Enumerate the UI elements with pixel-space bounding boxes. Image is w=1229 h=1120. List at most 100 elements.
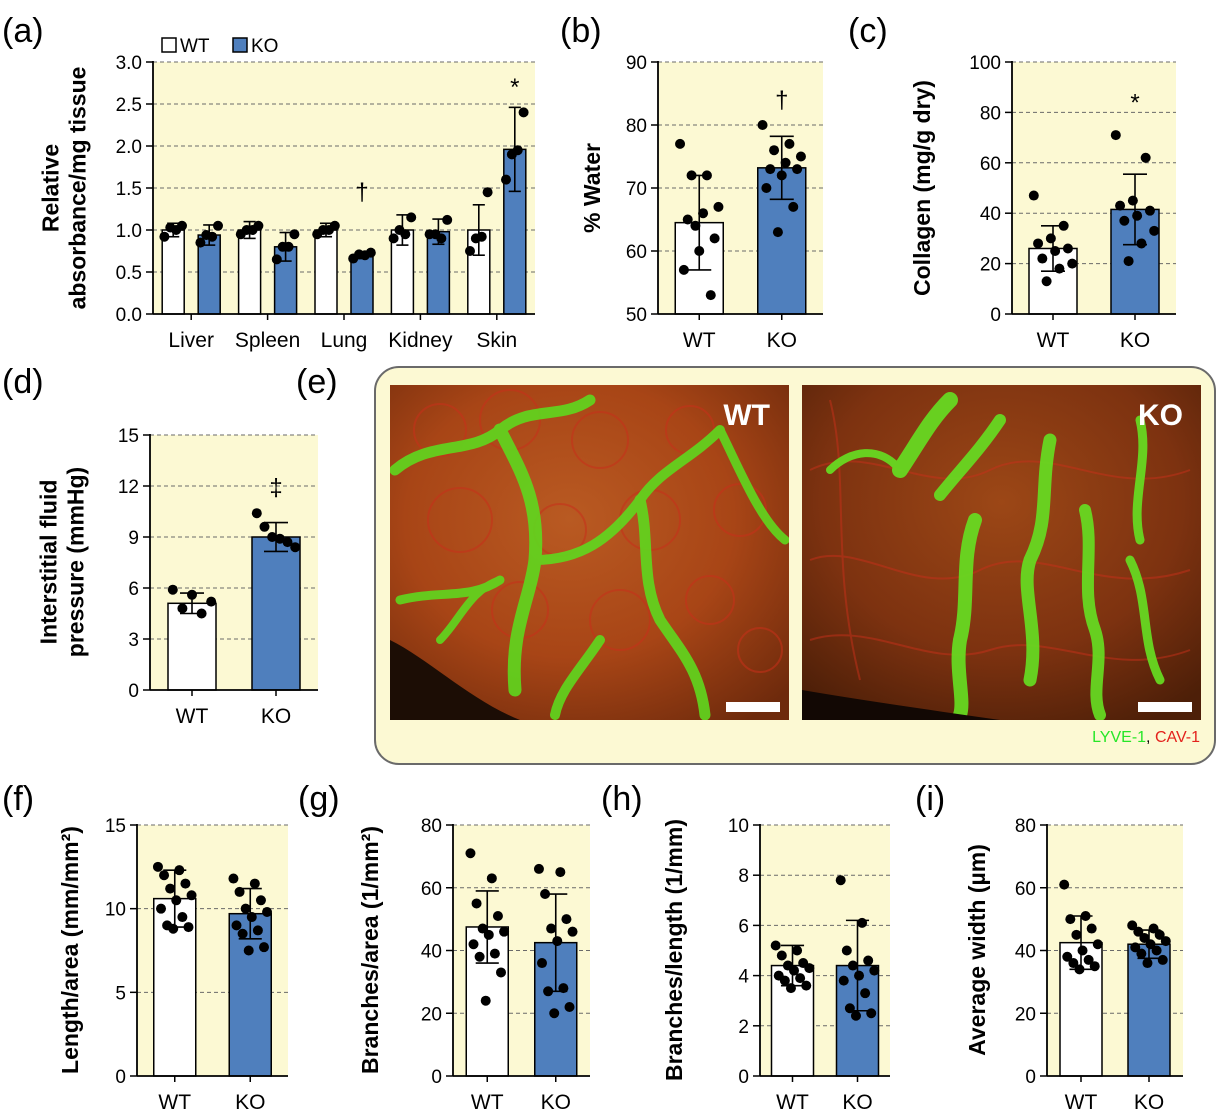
- data-point: [1037, 253, 1048, 264]
- panel-f: (f) 0 5 10 15 Length/area (mm/mm²) WT KO: [2, 780, 288, 1114]
- y-tick-label: 70: [626, 179, 647, 200]
- panel-label-b: (b): [560, 12, 602, 50]
- data-point: [1050, 246, 1061, 256]
- y-tick-label: 2: [738, 1017, 749, 1038]
- significance-marker: *: [510, 74, 519, 101]
- x-tick-label: Spleen: [235, 329, 300, 352]
- y-tick-label: 0.5: [116, 263, 142, 284]
- micrograph-ko-label: KO: [1138, 399, 1183, 432]
- y-axis-label: pressure (mmHg): [63, 467, 89, 657]
- x-tick-label: KO: [235, 1091, 265, 1114]
- data-point: [835, 875, 846, 886]
- x-tick-label: KO: [767, 329, 797, 352]
- data-point: [282, 537, 293, 548]
- data-point: [196, 608, 207, 619]
- data-point: [177, 912, 188, 923]
- data-point: [251, 508, 262, 519]
- data-point: [168, 923, 179, 934]
- y-tick-label: 6: [738, 916, 749, 937]
- data-point: [1110, 130, 1121, 141]
- significance-marker: †: [355, 179, 368, 206]
- legend-swatch-ko: [232, 37, 248, 53]
- data-point: [201, 230, 212, 241]
- data-point: [1154, 929, 1165, 940]
- chart-length-area: 0 5 10 15 Length/area (mm/mm²) WT KO: [57, 816, 288, 1114]
- y-tick-label: 15: [118, 426, 139, 447]
- data-point: [540, 889, 551, 900]
- data-point: [486, 873, 497, 884]
- data-point: [495, 967, 506, 978]
- data-point: [769, 145, 780, 156]
- data-point: [1127, 195, 1138, 206]
- bar: [237, 229, 262, 315]
- data-point: [869, 965, 880, 976]
- legend-swatch-wt: [161, 37, 177, 53]
- y-axis-label: absorbance/mg tissue: [65, 67, 91, 310]
- y-tick-label: 9: [128, 528, 139, 549]
- data-point: [844, 1003, 855, 1014]
- legend: WT KO: [161, 36, 278, 57]
- y-tick-label: 0: [1025, 1067, 1036, 1088]
- data-point: [841, 945, 852, 956]
- data-point: [1115, 200, 1126, 211]
- panel-label-e: (e): [296, 363, 338, 401]
- significance-marker: ‡: [269, 475, 282, 502]
- y-axis-label: Collagen (mg/g dry): [909, 80, 935, 296]
- data-point: [690, 220, 701, 231]
- y-tick-label: 3.0: [116, 53, 142, 74]
- data-point: [801, 980, 812, 991]
- data-point: [206, 596, 217, 607]
- stain-separator: ,: [1146, 729, 1155, 746]
- data-point: [694, 246, 705, 256]
- data-point: [243, 945, 254, 956]
- data-point: [213, 220, 223, 231]
- data-point: [1133, 926, 1144, 937]
- data-point: [1136, 238, 1147, 249]
- panel-a: (a) 0.0 0.5 1.0 1.5 2.0 2.5 3.0 Relative absorba…: [2, 12, 535, 352]
- panel-c: (c) 0 20 40 60 80 100 Collagen (mg/g dry) WT KO *: [848, 12, 1176, 352]
- data-point: [187, 589, 197, 600]
- micrograph-wt: WT: [390, 385, 789, 720]
- data-point: [785, 983, 796, 994]
- significance-marker: *: [1130, 89, 1139, 116]
- panel-i: (i) 0 20 40 60 80 Average width (µm) WT KO: [915, 780, 1183, 1114]
- data-point: [770, 940, 781, 951]
- panel-b: (b) 50 60 70 80 90 % Water WT KO †: [560, 12, 823, 352]
- panel-e: (e) WT: [296, 363, 1216, 765]
- stain-cav: CAV-1: [1155, 729, 1200, 746]
- data-point: [1028, 190, 1039, 201]
- data-point: [483, 929, 494, 940]
- data-point: [259, 521, 270, 532]
- data-point: [1157, 954, 1168, 965]
- data-point: [177, 603, 188, 614]
- data-point: [406, 212, 417, 223]
- bar: [314, 229, 338, 315]
- data-point: [686, 170, 697, 181]
- data-point: [506, 149, 517, 160]
- data-point: [255, 895, 266, 906]
- data-point: [289, 229, 300, 240]
- data-point: [847, 960, 858, 971]
- panel-d: (d) 0 3 6 9 12 15 Interstitial fluid pressure (…: [2, 363, 318, 728]
- data-point: [1059, 879, 1070, 890]
- data-point: [555, 867, 566, 878]
- data-point: [240, 903, 251, 914]
- data-point: [354, 249, 365, 260]
- data-point: [1089, 961, 1100, 972]
- data-point: [1132, 210, 1143, 221]
- micrograph-wt-label: WT: [723, 399, 770, 432]
- y-tick-label: 80: [626, 116, 647, 137]
- data-point: [779, 975, 790, 986]
- y-tick-label: 2.0: [116, 137, 142, 158]
- data-point: [237, 928, 248, 939]
- data-point: [1144, 205, 1155, 216]
- data-point: [246, 912, 257, 923]
- data-point: [1062, 951, 1073, 962]
- x-tick-label: Kidney: [388, 329, 453, 352]
- data-point: [165, 222, 176, 233]
- y-tick-label: 10: [728, 816, 749, 837]
- data-point: [567, 926, 578, 937]
- y-tick-label: 6: [128, 579, 139, 600]
- data-point: [857, 917, 868, 928]
- y-tick-label: 90: [626, 53, 647, 74]
